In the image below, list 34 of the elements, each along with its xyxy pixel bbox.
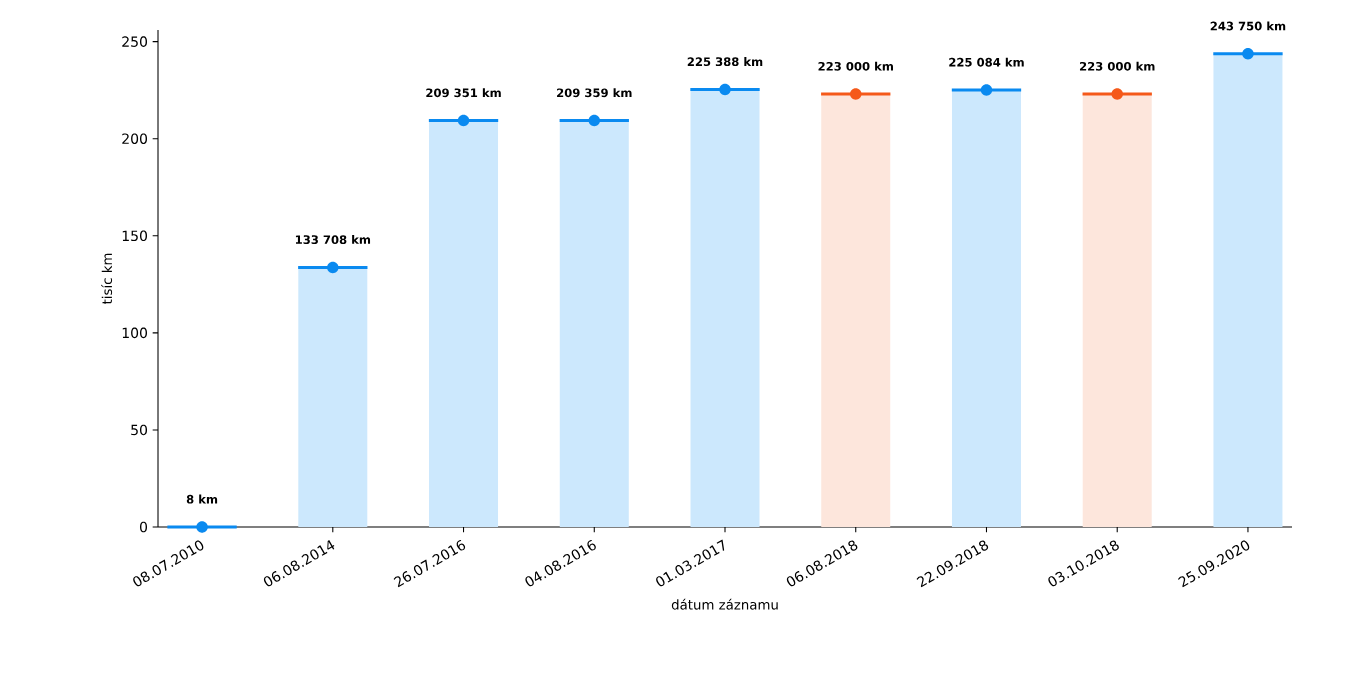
annotation: 133 708 km [295, 235, 371, 245]
annotation: 225 084 km [949, 57, 1024, 67]
bar [1213, 53, 1283, 527]
bar [298, 267, 368, 527]
point [588, 114, 600, 127]
bar [690, 89, 760, 527]
annotation: 223 000 km [1079, 61, 1155, 71]
y-tick-label: 0 [139, 521, 148, 533]
y-tick-label: 200 [122, 133, 148, 144]
bar [951, 90, 1021, 527]
annotation: 8 km [186, 494, 218, 504]
point [457, 114, 470, 127]
point [850, 88, 862, 100]
annotation: 209 351 km [426, 88, 501, 98]
point [719, 83, 731, 96]
annotation: 225 388 km [687, 57, 763, 67]
y-axis-title: tisíc km [101, 253, 113, 305]
bar [429, 120, 499, 527]
y-tick-label: 50 [131, 424, 148, 436]
annotation: 243 750 km [1210, 21, 1286, 31]
bar [559, 120, 629, 527]
point [1242, 48, 1254, 60]
bar [821, 94, 891, 527]
point [1111, 88, 1123, 100]
annotation: 223 000 km [818, 61, 893, 71]
y-tick-label: 100 [122, 327, 148, 339]
x-axis-title: dátum záznamu [671, 598, 778, 610]
y-tick-label: 250 [122, 36, 148, 47]
point [980, 84, 993, 96]
bar [1082, 94, 1152, 527]
y-tick-label: 150 [122, 230, 148, 242]
point [196, 521, 208, 533]
annotation: 209 359 km [557, 88, 632, 98]
point [327, 261, 339, 274]
